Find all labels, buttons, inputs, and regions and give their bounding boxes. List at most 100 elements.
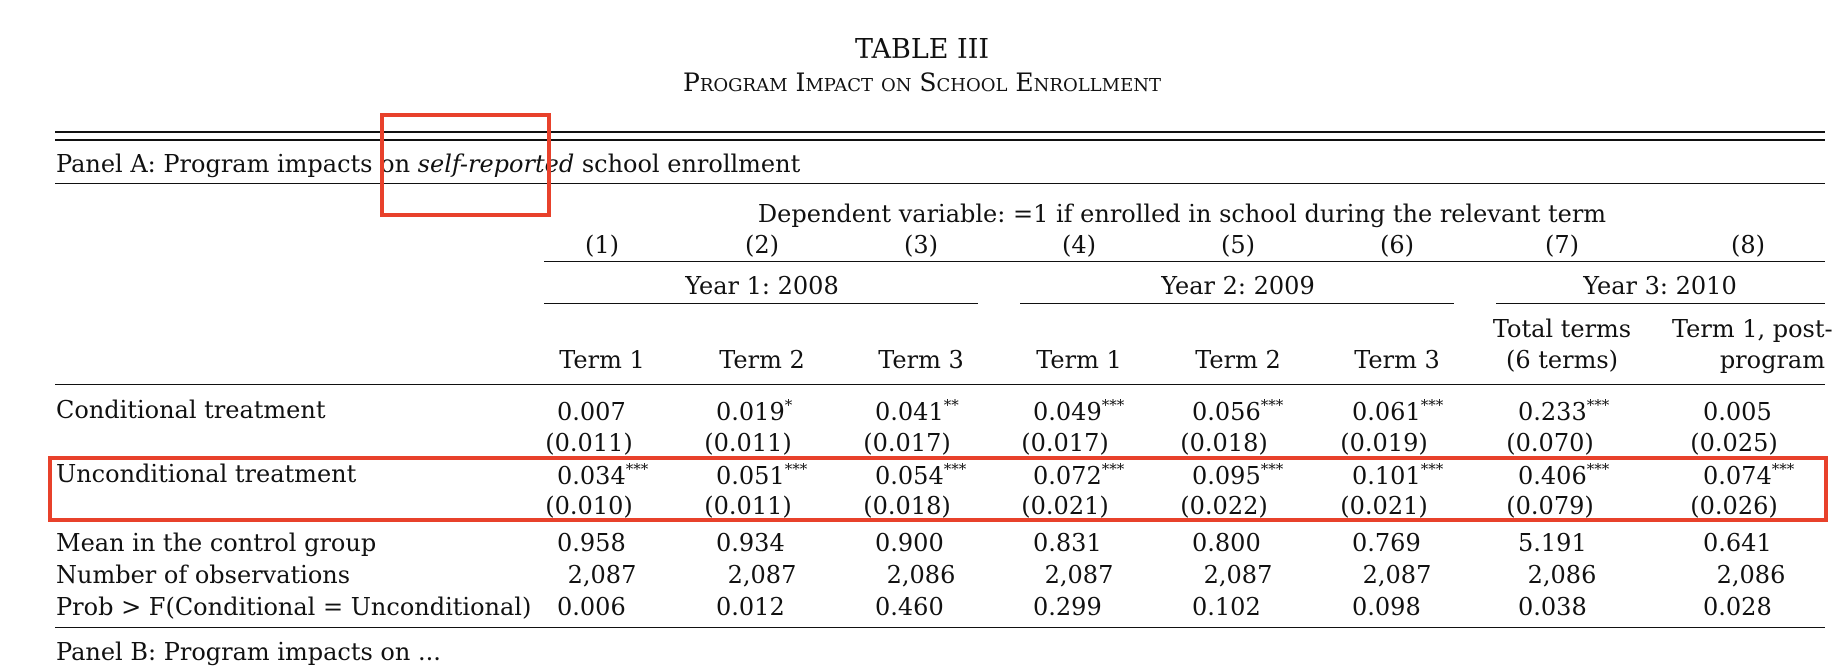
coef-conditional-4: 0.049*** (1033, 396, 1125, 427)
stars: *** (943, 460, 967, 478)
stat-prob-f-4: 0.299 (1033, 593, 1102, 621)
coef-conditional-3: 0.041** (875, 396, 959, 427)
stat-prob-f-5: 0.102 (1192, 593, 1261, 621)
se-conditional-6: (0.019) (1340, 429, 1428, 457)
stat-observations-7: 2,086 (1527, 561, 1597, 589)
stat-label-control-mean: Mean in the control group (56, 529, 377, 557)
stat-observations-2: 2,087 (727, 561, 797, 589)
se-conditional-7: (0.070) (1506, 429, 1594, 457)
stat-control-mean-2: 0.934 (716, 529, 785, 557)
row-label-unconditional: Unconditional treatment (56, 460, 357, 488)
coef-conditional-1: 0.007 (557, 398, 626, 426)
se-conditional-3: (0.017) (863, 429, 951, 457)
year2-rule (1020, 303, 1454, 304)
panel-b-label: Panel B: Program impacts on ... (56, 638, 441, 666)
table-title: TABLE III (854, 34, 990, 65)
panel-a-prefix: Panel A: Program impacts on (56, 150, 418, 178)
coef-unconditional-1: 0.034*** (557, 460, 649, 491)
year3-rule (1496, 303, 1825, 304)
year1-rule (544, 303, 978, 304)
stat-prob-f-6: 0.098 (1352, 593, 1421, 621)
term-header-6: Term 3 (1354, 346, 1440, 374)
panel-rule (55, 183, 1825, 184)
col-num-7: (7) (1545, 231, 1579, 259)
stars: * (784, 396, 793, 414)
coef-conditional-7: 0.233*** (1518, 396, 1610, 427)
stars: ** (943, 396, 959, 414)
panel-a-suffix: school enrollment (574, 150, 801, 178)
header-bottom-rule (55, 384, 1825, 385)
col-num-6: (6) (1380, 231, 1414, 259)
stat-observations-8: 2,086 (1716, 561, 1786, 589)
se-unconditional-3: (0.018) (863, 492, 951, 520)
stat-control-mean-3: 0.900 (875, 529, 944, 557)
se-conditional-8: (0.025) (1690, 429, 1778, 457)
stars: *** (1101, 396, 1125, 414)
stat-observations-1: 2,087 (567, 561, 637, 589)
stars: *** (1260, 396, 1284, 414)
col-num-2: (2) (745, 231, 779, 259)
coef-unconditional-6: 0.101*** (1352, 462, 1443, 491)
col-num-1: (1) (585, 231, 619, 259)
coef-conditional-6: 0.061*** (1352, 396, 1444, 427)
stat-label-prob-f: Prob > F(Conditional = Unconditional) (56, 593, 532, 621)
stat-prob-f-8: 0.028 (1703, 593, 1772, 621)
stat-control-mean-7: 5.191 (1518, 529, 1587, 557)
stars: *** (625, 460, 649, 478)
coef-value: 0.101 (1352, 462, 1421, 490)
stars: *** (784, 460, 808, 478)
se-unconditional-8: (0.026) (1690, 492, 1778, 520)
col-num-4: (4) (1062, 231, 1096, 259)
coef-unconditional-3: 0.054*** (875, 460, 967, 491)
se-conditional-2: (0.011) (704, 429, 792, 457)
coef-value: 0.007 (557, 398, 626, 426)
coef-value: 0.095 (1192, 462, 1261, 490)
dependent-variable-label: Dependent variable: =1 if enrolled in sc… (757, 200, 1607, 228)
se-unconditional-1: (0.010) (545, 492, 633, 520)
stars: *** (1586, 460, 1610, 478)
year-group-3: Year 3: 2010 (1583, 272, 1737, 300)
coef-value: 0.056 (1192, 398, 1261, 426)
stat-observations-4: 2,087 (1044, 561, 1114, 589)
stars: *** (1586, 396, 1610, 414)
row-label-conditional: Conditional treatment (56, 396, 326, 424)
term-header-5: Term 2 (1195, 346, 1281, 374)
top-rule-1 (55, 131, 1825, 133)
term-header-2: Term 2 (719, 346, 805, 374)
stars: *** (1771, 460, 1795, 478)
coef-value: 0.406 (1518, 462, 1587, 490)
stat-control-mean-6: 0.769 (1352, 529, 1421, 557)
stat-prob-f-1: 0.006 (557, 593, 626, 621)
se-conditional-4: (0.017) (1021, 429, 1109, 457)
coef-value: 0.005 (1703, 398, 1772, 426)
coef-value: 0.034 (557, 462, 626, 490)
col-num-5: (5) (1221, 231, 1255, 259)
term-header-3: Term 3 (878, 346, 964, 374)
coef-unconditional-4: 0.072*** (1033, 460, 1125, 491)
coef-unconditional-5: 0.095*** (1192, 462, 1283, 491)
year-group-2: Year 2: 2009 (1161, 272, 1315, 300)
coef-unconditional-7: 0.406*** (1518, 460, 1610, 491)
stat-observations-6: 2,087 (1362, 561, 1432, 589)
col-num-rule (544, 261, 1825, 262)
coef-value: 0.041 (875, 398, 944, 426)
stats-bottom-rule (55, 627, 1825, 628)
year-group-1: Year 1: 2008 (685, 272, 839, 300)
stat-prob-f-2: 0.012 (716, 593, 785, 621)
coef-conditional-5: 0.056*** (1192, 396, 1284, 427)
se-unconditional-7: (0.079) (1506, 492, 1594, 520)
stat-control-mean-4: 0.831 (1033, 529, 1102, 557)
stat-observations-3: 2,086 (886, 561, 956, 589)
top-rule-2 (55, 139, 1825, 141)
stars: *** (1101, 460, 1125, 478)
stat-control-mean-1: 0.958 (557, 529, 626, 557)
stars: *** (1420, 396, 1444, 414)
term-header-7-line1: Total terms (1492, 315, 1632, 343)
col-num-8: (8) (1731, 231, 1765, 259)
term-header-7-line2: (6 terms) (1505, 346, 1619, 374)
stat-control-mean-8: 0.641 (1703, 529, 1772, 557)
coef-value: 0.233 (1518, 398, 1587, 426)
se-unconditional-4: (0.021) (1021, 492, 1109, 520)
col-num-3: (3) (904, 231, 938, 259)
coef-value: 0.072 (1033, 462, 1102, 490)
